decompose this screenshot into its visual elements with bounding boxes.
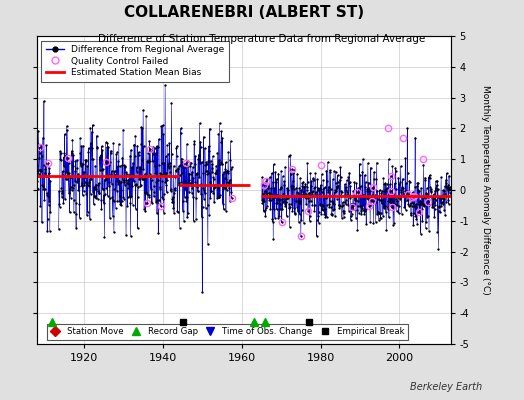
Text: Difference of Station Temperature Data from Regional Average: Difference of Station Temperature Data f… (99, 34, 425, 44)
Title: COLLARENEBRI (ALBERT ST): COLLARENEBRI (ALBERT ST) (124, 4, 364, 20)
Y-axis label: Monthly Temperature Anomaly Difference (°C): Monthly Temperature Anomaly Difference (… (481, 85, 489, 295)
Text: Berkeley Earth: Berkeley Earth (410, 382, 482, 392)
Legend: Station Move, Record Gap, Time of Obs. Change, Empirical Break: Station Move, Record Gap, Time of Obs. C… (47, 324, 408, 340)
